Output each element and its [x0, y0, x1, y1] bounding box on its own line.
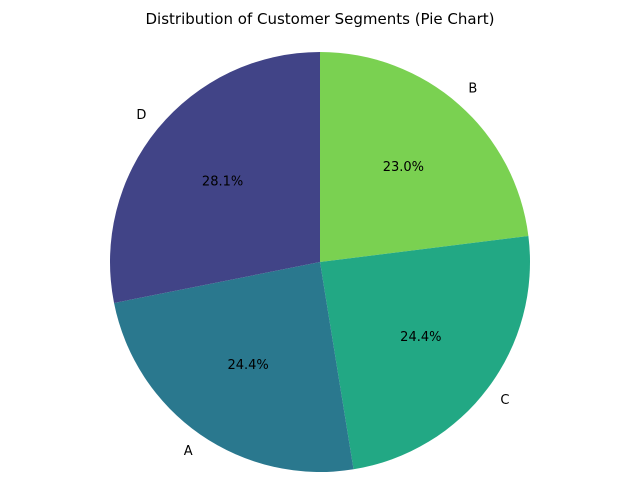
slice-percent-a: 24.4%: [227, 358, 268, 373]
pie-slice-b: [320, 52, 529, 262]
chart-title: Distribution of Customer Segments (Pie C…: [145, 10, 494, 28]
pie-slice-a: [114, 262, 354, 472]
slice-label-d: D: [136, 108, 146, 123]
slice-label-a: A: [184, 444, 193, 459]
slice-label-c: C: [500, 393, 509, 408]
pie-slices: [109, 52, 531, 472]
slice-label-b: B: [468, 81, 477, 96]
slice-percent-b: 23.0%: [383, 160, 424, 175]
pie-slice-c: [320, 235, 531, 470]
pie-slice-d: [109, 52, 321, 304]
slice-percent-d: 28.1%: [202, 175, 243, 190]
slice-percent-c: 24.4%: [400, 330, 441, 345]
pie-labels: B 23.0% C 24.4% A 24.4% D 28.1%: [136, 81, 509, 459]
